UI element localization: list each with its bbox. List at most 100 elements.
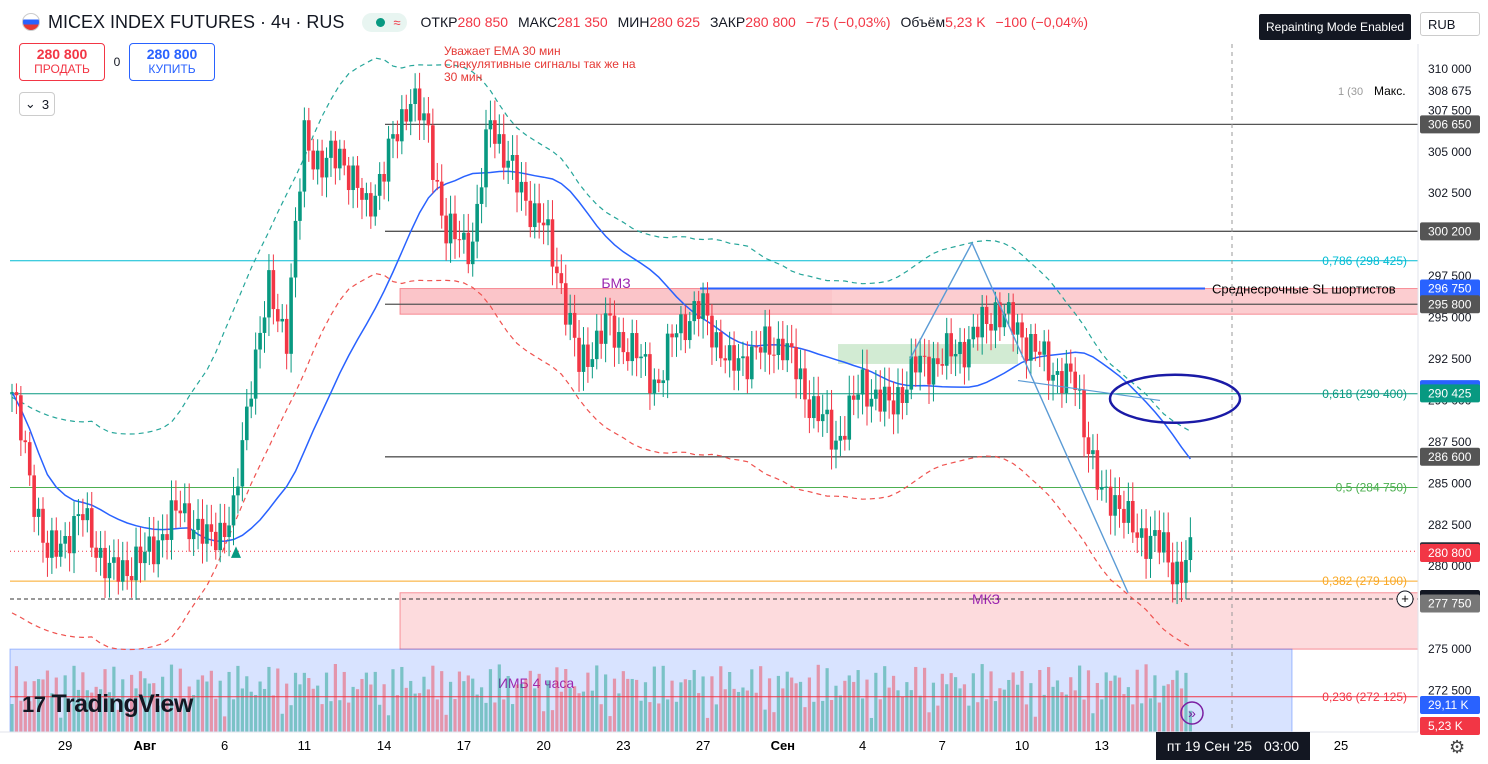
candle-body [537,203,541,223]
candle-body [732,345,736,371]
candle-body [546,219,550,226]
target-circle [1108,373,1242,425]
volume-bar [821,700,825,732]
trade-buttons: 280 800 ПРОДАТЬ 0 280 800 КУПИТЬ [19,43,215,81]
volume-bar [546,680,550,732]
candle-body [648,354,652,394]
volume-bar [236,665,240,732]
candle-body [1175,561,1179,585]
volume-bar [635,679,639,732]
go-to-realtime-icon[interactable] [1180,701,1204,725]
candle-body [501,134,506,168]
currency-selector[interactable]: RUB [1420,12,1480,36]
volume-bar [781,688,785,732]
y-tick-label: 272 500 [1428,684,1472,698]
candle-body [54,530,59,557]
candle-body [905,389,909,403]
candle-body [10,392,14,394]
candle-body [160,534,165,541]
candle-body [599,330,603,344]
candle-body [989,323,993,331]
candle-body [1170,562,1175,585]
zone-bmz-box [400,288,832,315]
candle-body [794,347,798,380]
candle-body [696,301,701,319]
candle-body [1046,341,1051,381]
candle-body [816,396,821,422]
level-price-tag: 300 200 [1428,224,1472,238]
candle-body [156,540,160,565]
volume-bar [1100,699,1104,732]
volume-bar [829,699,834,732]
candle-body [41,508,45,543]
volume-bar [50,693,54,732]
volume-bar [962,684,967,732]
candle-body [1073,371,1077,390]
candle-body [838,435,843,441]
candle-body [267,270,271,318]
x-tick-label: 10 [1015,738,1029,753]
symbol-title[interactable]: MICEX INDEX FUTURES · 4ч · RUS [48,11,345,32]
candle-body [125,560,129,577]
candle-body [400,109,404,142]
candle-body [515,155,519,193]
volume-bar [45,670,50,732]
market-status-pill[interactable]: ≈ [362,12,407,32]
volume-bar [271,695,275,732]
add-alert-icon[interactable] [1396,590,1414,608]
sell-button[interactable]: 280 800 ПРОДАТЬ [19,43,105,81]
x-tick-label: Сен [771,738,795,753]
candle-body [404,109,409,122]
candle-body [652,379,657,394]
tradingview-logo[interactable]: 17 TradingView [22,690,193,719]
volume-bar [448,681,453,732]
candle-body [182,503,187,514]
x-tick-label: 25 [1334,738,1348,753]
candle-body [222,522,227,538]
volume-bar [843,680,847,732]
volume-bar [227,671,231,732]
candle-body [1126,500,1131,523]
candle-body [240,440,245,487]
candle-body [98,547,103,558]
gear-icon[interactable]: ⚙ [1449,737,1466,757]
candle-body [967,339,971,368]
volume-bar [555,667,559,732]
volume-bar [914,666,918,732]
volume-bar [528,670,532,732]
candle-body [76,514,81,517]
candle-body [829,409,834,450]
volume-bar [1011,672,1015,732]
candle-body [426,113,431,126]
buy-button[interactable]: 280 800 КУПИТЬ [129,43,215,81]
volume-bar [205,681,209,732]
candle-body [1082,389,1086,438]
candle-body [865,369,869,407]
candle-body [1162,532,1166,553]
candle-body [1024,337,1029,361]
volume-bar [542,711,546,732]
indicators-toggle[interactable]: ⌄ 3 [19,92,55,116]
volume-bar [581,691,586,732]
x-tick-label: 20 [536,738,550,753]
volume-bar [178,668,182,732]
candle-body [896,387,900,415]
candle-body [776,338,781,356]
candle-body [1015,322,1020,335]
candle-body [661,380,666,384]
x-tick-label: 27 [696,738,710,753]
volume-bar [457,671,462,732]
annotation-text: 30 мин [444,70,482,84]
volume-bar [869,717,874,732]
candle-body [727,345,732,361]
candle-body [253,349,258,399]
candle-body [386,138,391,182]
candle-body [315,150,320,170]
candle-body [129,576,134,581]
candle-body [19,395,23,441]
volume-bar [121,679,125,732]
volume-bar [905,682,909,732]
candle-body [262,317,267,333]
candle-body [213,531,218,551]
